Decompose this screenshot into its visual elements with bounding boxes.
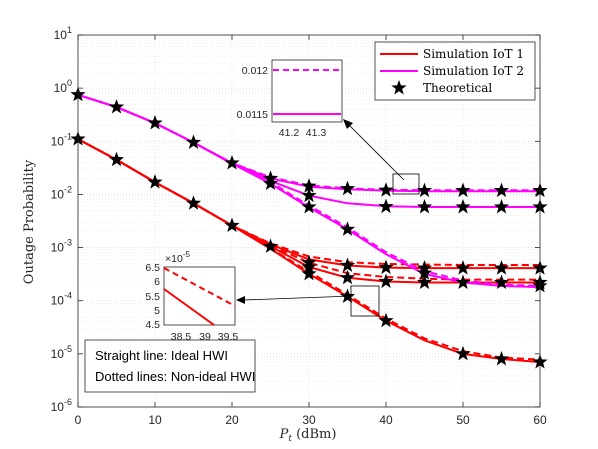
y-tick-label: 101	[54, 25, 72, 42]
x-tick-label: 40	[379, 413, 393, 427]
hwi-annotation-box	[84, 339, 256, 393]
inset-top-xtick-1: 41.3	[306, 127, 327, 139]
theoretical-marker	[224, 217, 240, 232]
theoretical-marker	[455, 274, 471, 289]
inset-bottom-ytick-0: 6.5	[145, 262, 160, 274]
x-axis-label: Pt (dBm)	[279, 427, 337, 444]
hwi-annotation: Straight line: Ideal HWI Dotted lines: N…	[84, 339, 256, 393]
legend-label-iot1: Simulation IoT 1	[423, 47, 524, 61]
y-tick-label: 100	[54, 78, 72, 95]
inset-bottom-ytick-4: 4.5	[145, 319, 160, 331]
theoretical-marker	[493, 260, 510, 275]
legend-star-icon	[391, 80, 407, 95]
inset-bottom-ytick-3: 5	[154, 305, 160, 317]
theoretical-marker	[493, 182, 510, 198]
theoretical-marker	[262, 175, 279, 191]
x-tick-label: 30	[302, 413, 316, 427]
y-tick-label: 10-1	[51, 131, 72, 148]
theoretical-marker	[378, 312, 394, 328]
inset-top-ytick-0: 0.012	[242, 65, 268, 77]
y-tick-label: 10-5	[51, 344, 72, 361]
theoretical-marker	[224, 155, 240, 170]
zoom-region-top	[392, 173, 420, 195]
x-tick-label: 60	[533, 413, 547, 427]
theoretical-marker	[493, 274, 510, 289]
theoretical-marker	[378, 259, 394, 275]
theoretical-marker	[301, 199, 317, 214]
legend: Simulation IoT 1 Simulation IoT 2 Theore…	[374, 41, 536, 101]
theoretical-marker	[262, 238, 279, 253]
y-tick-label: 10-6	[51, 397, 72, 414]
y-tick-label: 10-2	[51, 184, 72, 201]
theoretical-marker	[455, 199, 471, 214]
x-tick-label: 50	[456, 413, 470, 427]
theoretical-marker	[416, 260, 433, 275]
inset-top-ytick-1: 0.0115	[237, 109, 268, 121]
annotation-line-2: Dotted lines: Non-ideal HWI	[95, 369, 255, 384]
inset-bottom-ytick-1: 6	[154, 276, 160, 288]
legend-label-theoretical: Theoretical	[423, 81, 492, 95]
theoretical-marker	[493, 351, 510, 366]
annotation-line-1: Straight line: Ideal HWI	[95, 348, 228, 363]
legend-label-iot2: Simulation IoT 2	[423, 64, 524, 78]
theoretical-marker	[378, 198, 394, 214]
theoretical-marker	[416, 265, 433, 280]
theoretical-marker	[301, 265, 317, 281]
x-tick-label: 10	[148, 413, 162, 427]
theoretical-marker	[108, 99, 125, 114]
arrow-bottom	[236, 295, 354, 304]
x-tick-label: 20	[225, 413, 239, 427]
inset-bottom-dashed-line	[163, 267, 236, 307]
theoretical-marker	[147, 115, 163, 130]
y-tick-label: 10-3	[51, 238, 72, 255]
zoom-region-bottom	[350, 285, 380, 317]
theoretical-marker	[108, 151, 125, 167]
inset-bottom-exponent: ×10-5	[165, 250, 190, 265]
inset-bottom-ytick-2: 5.5	[145, 291, 160, 303]
theoretical-marker	[378, 182, 394, 197]
theoretical-markers	[70, 86, 548, 369]
inset-top: 0.012 0.0115 41.2 41.3	[237, 59, 343, 139]
theoretical-marker	[301, 187, 317, 203]
inset-bottom-xtick-1: 39	[199, 331, 211, 343]
y-axis-label: Outage Probability	[22, 159, 37, 284]
theoretical-marker	[185, 134, 202, 149]
theoretical-marker	[416, 182, 433, 198]
arrow-top	[343, 119, 405, 181]
theoretical-marker	[301, 178, 317, 193]
inset-top-xtick-0: 41.2	[279, 127, 300, 139]
inset-bottom-solid-line	[163, 288, 215, 326]
theoretical-marker	[378, 273, 394, 288]
x-tick-label: 0	[75, 413, 82, 427]
theoretical-marker	[339, 180, 356, 196]
theoretical-marker	[493, 199, 510, 214]
theoretical-marker	[339, 269, 356, 285]
theoretical-marker	[416, 274, 433, 289]
theoretical-marker	[455, 260, 471, 275]
theoretical-marker	[339, 221, 356, 236]
theoretical-marker	[185, 195, 202, 210]
theoretical-marker	[339, 288, 356, 303]
theoretical-marker	[455, 182, 471, 198]
theoretical-marker	[339, 257, 356, 272]
theoretical-marker	[416, 199, 433, 214]
theoretical-marker	[455, 345, 471, 361]
theoretical-marker	[147, 174, 163, 189]
y-tick-label: 10-4	[51, 291, 72, 308]
axis-ticks: 0 10 20 30 40 50 60 101 100 10-1 10-2 10-3 10-4 10-5 1…	[51, 25, 547, 427]
legend-star-icon	[391, 80, 407, 95]
inset-bottom: ×10-5 6.5 6 5.5 5 4.5 38.5 39 39.5	[145, 250, 238, 343]
